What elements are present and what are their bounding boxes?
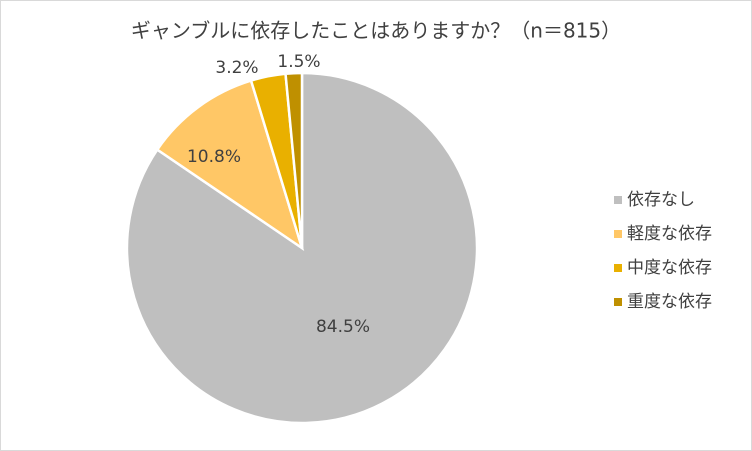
legend-swatch: [614, 298, 622, 306]
legend-label: 軽度な依存: [627, 224, 712, 244]
data-label: 3.2%: [215, 58, 258, 78]
pie-slice: [284, 71, 304, 249]
legend-swatch: [614, 230, 622, 238]
legend-label: 重度な依存: [627, 292, 712, 312]
legend-label: 依存なし: [627, 190, 695, 210]
legend-swatch: [614, 264, 622, 272]
chart-title: ギャンブルに依存したことはありますか？（n＝815）: [131, 19, 621, 43]
legend-swatch: [614, 196, 622, 204]
data-label: 84.5%: [316, 317, 370, 337]
pie-slice: [155, 79, 305, 252]
data-label: 1.5%: [277, 52, 320, 72]
legend-label: 中度な依存: [627, 258, 712, 278]
data-label: 10.8%: [187, 147, 241, 167]
